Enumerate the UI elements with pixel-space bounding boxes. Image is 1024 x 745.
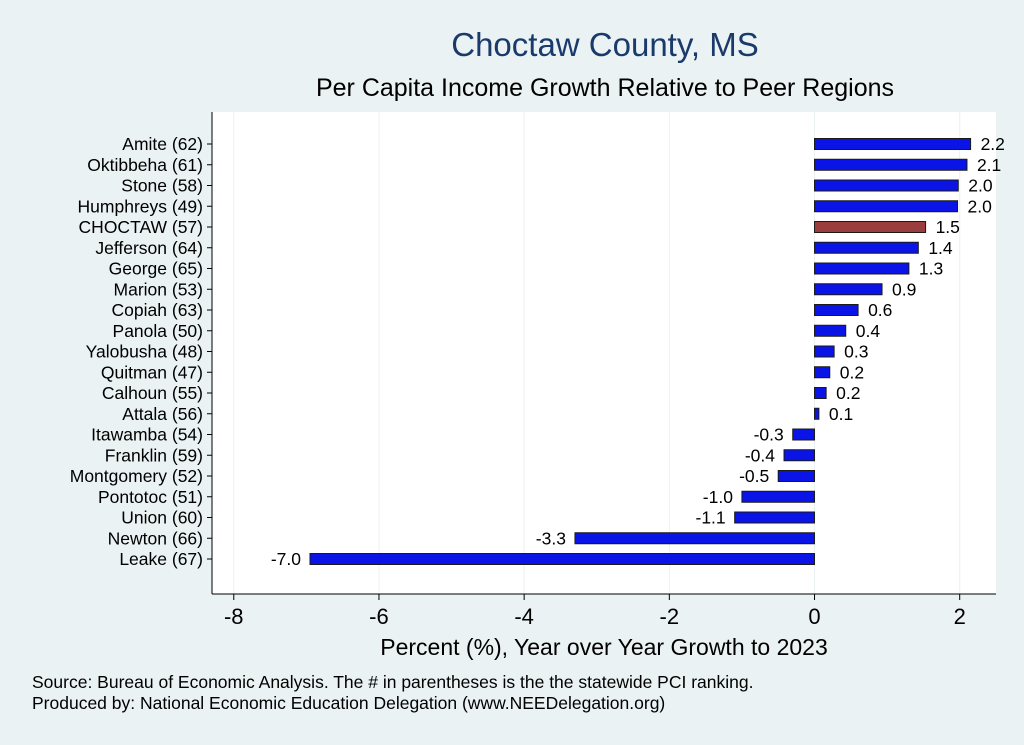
bar [814,158,968,171]
category-label: Pontotoc (51) [98,487,203,507]
source-note: Source: Bureau of Economic Analysis. The… [32,672,754,692]
bar [814,407,820,420]
bars [309,138,972,565]
bar [777,470,816,482]
value-label: -7.0 [271,549,301,569]
category-label: Montgomery (52) [70,466,203,486]
category-label: CHOCTAW (57) [79,217,203,237]
bar [734,511,816,524]
category-label: Amite (62) [122,134,203,154]
value-label: 0.3 [844,342,868,362]
bar [814,283,883,296]
value-label: 2.0 [968,196,993,216]
produced-by-note: Produced by: National Economic Education… [32,693,666,713]
value-label: -0.4 [745,445,775,465]
x-axis-label: Percent (%), Year over Year Growth to 20… [380,634,828,660]
category-label: Franklin (59) [105,445,203,465]
chart-title: Choctaw County, MS [451,26,759,63]
x-ticks: -8 -6 -4 -2 0 2 [224,594,966,629]
bar [814,324,847,337]
value-label: 1.4 [928,238,953,258]
category-label: Leake (67) [119,549,203,569]
value-label: 2.2 [981,134,1005,154]
value-label: 1.5 [936,217,960,237]
bar [814,262,910,275]
bar [792,428,816,441]
bar [783,449,816,462]
bar [814,200,959,213]
x-tick-label: -6 [369,604,389,629]
x-tick-label: -4 [514,604,534,629]
value-label: 0.1 [829,404,853,424]
value-label: 1.3 [919,259,943,279]
category-label: Attala (56) [122,404,203,424]
bar [814,345,835,358]
value-label: 0.9 [892,279,916,299]
bar [814,138,972,150]
value-label: 0.2 [840,362,864,382]
value-label: -0.5 [739,466,769,486]
bar [814,366,831,379]
category-label: Itawamba (54) [91,425,203,445]
category-label: Union (60) [121,508,203,528]
value-label: 0.2 [836,383,860,403]
chart-subtitle: Per Capita Income Growth Relative to Pee… [315,74,895,102]
category-label: Jefferson (64) [95,238,203,258]
value-label: 0.4 [856,321,881,341]
category-label: Stone (58) [121,176,203,196]
x-tick-label: -2 [660,604,680,629]
x-tick-label: -8 [224,604,244,629]
bar [814,179,959,192]
value-label: 2.0 [968,176,993,196]
value-label: 0.6 [868,300,892,320]
category-label: Calhoun (55) [102,383,203,403]
bar [309,553,816,565]
x-tick-label: 2 [954,604,966,629]
category-label: George (65) [109,259,203,279]
bar [814,304,859,316]
value-labels: 2.22.12.02.01.51.41.30.90.60.40.30.20.20… [271,134,1005,569]
category-label: Oktibbeha (61) [87,155,203,175]
category-label: Marion (53) [114,279,203,299]
category-label: Humphreys (49) [78,196,203,216]
category-label: Newton (66) [108,528,203,548]
category-label: Panola (50) [113,321,203,341]
category-label: Quitman (47) [101,362,203,382]
category-labels: Amite (62)Oktibbeha (61)Stone (58)Humphr… [70,134,212,569]
gridlines [233,112,961,594]
value-label: -0.3 [754,425,784,445]
value-label: -3.3 [536,528,566,548]
bar-highlight [814,221,927,233]
plot-area [212,112,996,594]
bar [814,241,919,254]
value-label: -1.0 [703,487,733,507]
category-label: Copiah (63) [112,300,203,320]
x-tick-label: 0 [808,604,820,629]
axes [211,112,996,595]
value-label: -1.1 [696,508,726,528]
value-label: 2.1 [977,155,1001,175]
bar [814,387,827,399]
bar [741,490,816,503]
category-label: Yalobusha (48) [86,342,203,362]
bar [574,532,816,545]
